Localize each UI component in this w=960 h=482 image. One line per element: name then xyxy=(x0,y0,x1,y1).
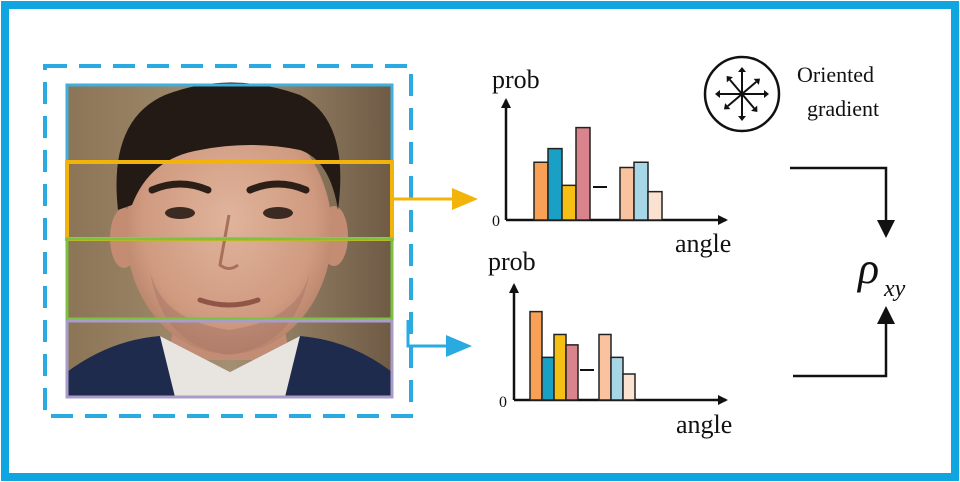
histogram-bottom: 0 prob angle xyxy=(488,247,732,439)
top-bar-1-3 xyxy=(561,184,577,221)
rho-subscript: xy xyxy=(883,276,906,302)
bottom-bar-2-2 xyxy=(610,356,624,401)
zero-label-top: 0 xyxy=(492,213,500,230)
x-axis-label-top: angle xyxy=(675,229,731,258)
oriented-gradient-icon xyxy=(703,55,781,133)
top-bar-2-2 xyxy=(633,161,649,221)
connector-top-to-rho xyxy=(790,166,895,238)
bars-bottom xyxy=(529,310,636,401)
bottom-bar-1-3 xyxy=(553,333,567,401)
top-bar-1-2 xyxy=(547,147,563,221)
oriented-label-line2: gradient xyxy=(807,96,879,121)
strip-bottom xyxy=(65,319,394,399)
arrow-to-bottom-chart xyxy=(406,320,472,357)
connector-bottom-to-rho xyxy=(793,306,895,378)
top-bar-2-3 xyxy=(647,190,663,221)
y-axis-label-bottom: prob xyxy=(488,247,536,276)
bottom-bar-1-2 xyxy=(541,356,555,401)
zero-label-bottom: 0 xyxy=(499,394,507,411)
histogram-top: 0 prob angle xyxy=(492,65,731,258)
rho-symbol: ρ xyxy=(856,244,879,293)
bottom-bar-1-1 xyxy=(529,310,543,401)
bottom-bar-1-4 xyxy=(565,344,579,401)
strip-mid xyxy=(65,237,394,321)
x-axis-label-bottom: angle xyxy=(676,410,732,439)
top-bar-1-1 xyxy=(533,161,549,221)
top-bar-2-1 xyxy=(619,166,635,221)
oriented-label-line1: Oriented xyxy=(797,62,874,87)
dashed-region-box xyxy=(43,64,413,418)
top-bar-1-4 xyxy=(575,126,591,221)
bars-top xyxy=(533,126,663,221)
face-photo xyxy=(67,82,392,397)
bottom-bar-2-3 xyxy=(622,373,636,401)
arrow-to-top-chart xyxy=(392,188,478,210)
y-axis-label-top: prob xyxy=(492,65,540,94)
bottom-bar-2-1 xyxy=(598,333,612,401)
